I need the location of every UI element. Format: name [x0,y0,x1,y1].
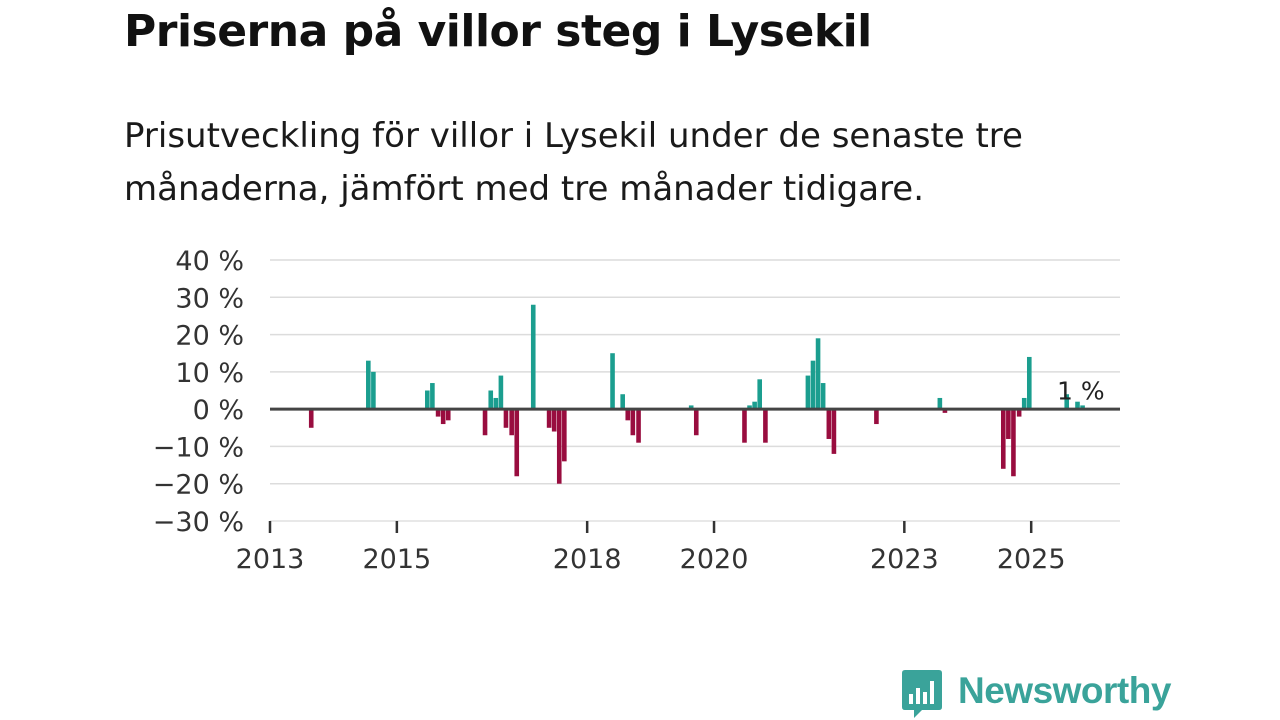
chart-subtitle: Prisutveckling för villor i Lysekil unde… [124,116,1023,209]
bar [482,409,488,436]
bar [742,409,747,443]
bar [763,409,768,443]
x-tick-label: 2018 [553,544,622,575]
bar [308,409,314,428]
bar [610,353,615,410]
y-tick-label: 20 % [175,321,244,352]
bar [826,409,832,439]
bar [757,379,763,410]
bar [1000,409,1006,469]
bar [498,375,504,410]
bar [430,383,435,410]
bar [810,360,816,410]
bar [747,405,752,410]
bar [1006,409,1011,439]
bar [942,409,948,413]
bar [636,409,641,443]
y-tick-label: 30 % [175,283,244,314]
bar [752,401,757,410]
bar [530,304,536,410]
bar [1026,356,1032,410]
bar [493,397,499,410]
bar [688,405,694,410]
bar [440,409,446,425]
x-tick-label: 2023 [870,544,939,575]
bar [693,409,699,436]
bar [366,360,371,410]
bar [874,409,879,425]
bar [1064,394,1070,410]
x-tick-label: 2025 [997,544,1066,575]
bar [371,371,376,410]
y-tick-label: −10 % [153,432,244,463]
page-title: Priserna på villor steg i Lysekil [124,6,872,57]
bar [435,409,441,417]
y-tick-label: 40 % [175,246,244,277]
bar [1011,409,1016,477]
bar [1016,409,1022,417]
bar [625,409,631,421]
bar [425,390,430,410]
x-tick-label: 2013 [236,544,305,575]
x-tick-label: 2020 [680,544,749,575]
bar [831,409,837,454]
bar [815,338,821,410]
bar [1075,401,1080,410]
bar [630,409,636,436]
data-label: 1 % [1057,376,1105,405]
bar [820,383,826,410]
bar [556,409,562,484]
bar [562,409,567,462]
bar-chart-speech-bubble-icon [902,670,942,718]
bar [514,409,520,477]
y-tick-label: −30 % [153,507,244,538]
bar [620,394,625,410]
y-tick-label: 0 % [193,395,244,426]
y-tick-label: −20 % [153,470,244,501]
logo-text: Newsworthy [958,670,1171,711]
x-tick-label: 2015 [363,544,432,575]
bar [1021,397,1027,410]
bar [937,397,943,410]
bar [488,390,494,410]
bar [551,409,557,432]
bar [445,409,451,421]
bar [1080,405,1085,410]
bar [509,409,514,436]
newsworthy-logo[interactable]: Newsworthy [902,670,1171,720]
bar [503,409,509,428]
bar [805,375,811,410]
bar [546,409,552,428]
y-tick-label: 10 % [175,358,244,389]
